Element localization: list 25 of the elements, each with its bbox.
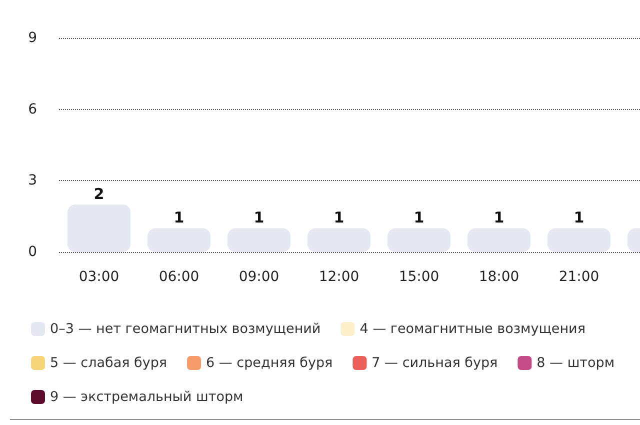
x-tick-label: 21:00 xyxy=(558,269,600,285)
legend-label: 5 — слабая буря xyxy=(50,355,168,371)
x-tick-label: 18:00 xyxy=(478,269,520,285)
y-tick-label: 3 xyxy=(28,172,37,189)
y-tick-label: 6 xyxy=(28,101,38,118)
legend-label: 7 — сильная буря xyxy=(372,355,498,371)
data-label: 1 xyxy=(574,208,584,227)
legend-label: 4 — геомагнитные возмущения xyxy=(360,321,586,337)
data-label: 1 xyxy=(494,208,504,227)
legend-label: 8 — шторм xyxy=(536,355,615,371)
x-tick-label: 09:00 xyxy=(238,269,280,285)
x-tick-label: 12:00 xyxy=(318,269,360,285)
data-label: 1 xyxy=(414,208,424,227)
legend-label: 0–3 — нет геомагнитных возмущений xyxy=(50,321,321,337)
data-label: 1 xyxy=(174,208,184,227)
x-tick-label: 06:00 xyxy=(158,269,200,285)
data-label: 2 xyxy=(94,184,104,203)
x-tick-label: 15:00 xyxy=(398,269,440,285)
legend-label: 9 — экстремальный шторм xyxy=(50,389,244,405)
y-tick-label: 0 xyxy=(28,244,37,260)
x-tick-label: 03:00 xyxy=(78,269,120,285)
legend-label: 6 — средняя буря xyxy=(206,355,333,371)
y-tick-label: 9 xyxy=(28,30,37,46)
data-label: 1 xyxy=(334,208,344,227)
data-label: 1 xyxy=(254,208,264,227)
